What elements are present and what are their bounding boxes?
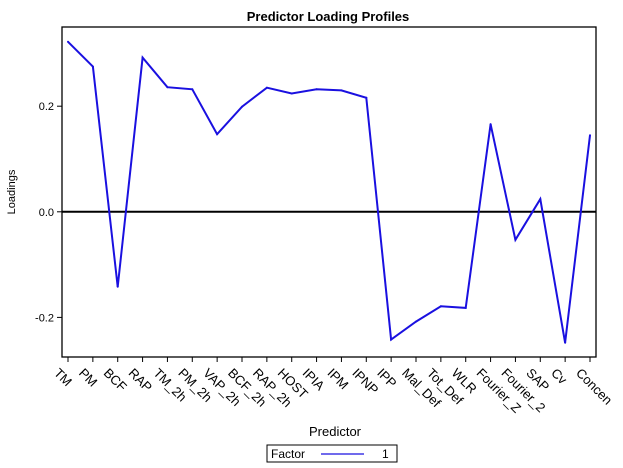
x-tick-label: TM [51,365,75,389]
data-point [216,133,219,136]
x-axis: TM PM BCFRAPTM_2hPM_2hVAP_2hBCF_2hRAP_2hHO… [51,357,615,416]
series-points [67,40,591,344]
data-point [116,285,119,288]
y-axis: -0.2 0.0 0.2 [35,101,62,324]
data-point [415,320,417,323]
x-tick-label: IPNP [349,365,381,397]
chart-title: Predictor Loading Profiles [247,9,410,24]
legend-entry-1: 1 [382,447,389,461]
data-point [564,341,567,344]
y-tick-label: -0.2 [35,312,54,324]
legend-title: Factor [271,447,305,461]
data-point [589,134,591,137]
data-point [290,92,293,95]
data-point [91,65,94,68]
x-tick-label: IPM [325,365,352,392]
plot-frame [61,26,597,358]
y-tick-label: 0.0 [39,207,54,219]
data-point [340,89,343,92]
data-point [241,105,243,108]
data-point [67,40,69,43]
series-line-1 [67,41,591,343]
y-axis-label: Loadings [6,169,18,214]
y-tick-label: 0.2 [39,101,54,113]
data-point [539,198,542,201]
data-point [464,306,467,309]
data-point [265,86,268,89]
data-point [489,123,492,126]
x-tick-label: PM [76,365,100,389]
data-point [365,96,368,99]
legend: Factor 1 [266,444,398,463]
x-tick-label: RAP [126,365,156,395]
data-point [191,88,194,91]
data-point [141,56,144,59]
data-point [439,305,442,308]
x-tick-label: BCF [101,365,130,394]
x-tick-label: Concen [573,365,615,407]
data-point [390,338,393,341]
data-point [166,86,169,89]
data-point [514,238,517,241]
x-axis-label: Predictor [309,424,362,439]
data-point [315,88,318,91]
